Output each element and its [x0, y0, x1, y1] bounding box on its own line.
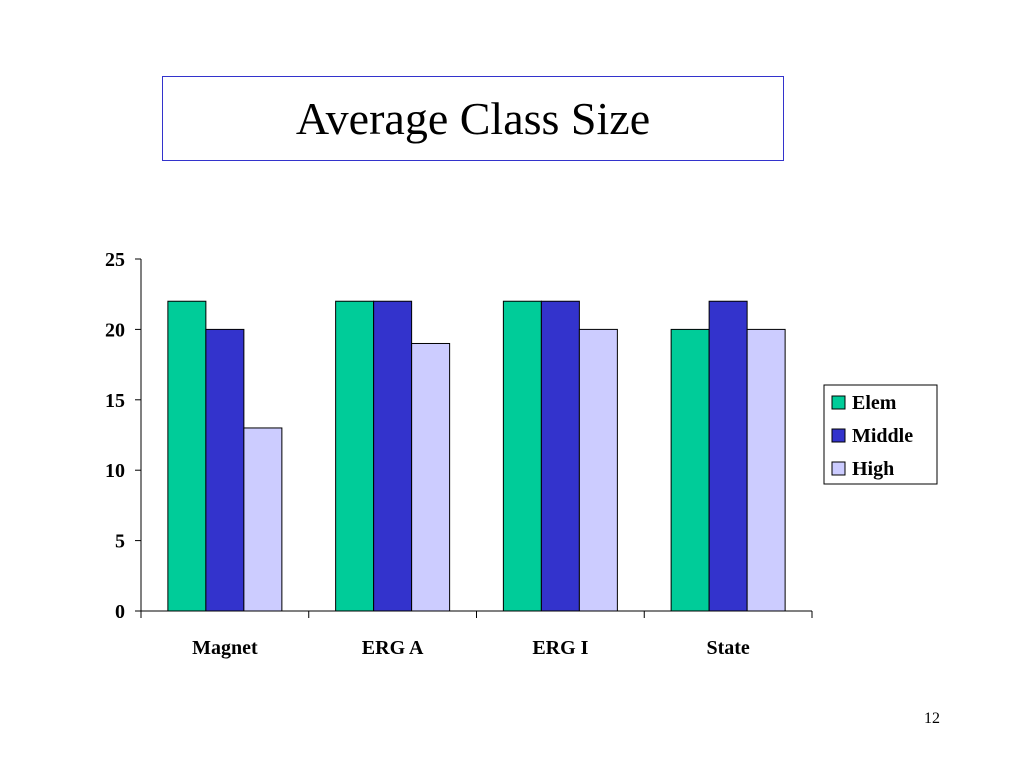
- slide-title: Average Class Size: [295, 92, 651, 144]
- bar-middle-erg-i: [540, 300, 580, 612]
- y-tick-label: 25: [105, 249, 125, 271]
- legend-label-elem: Elem: [852, 392, 897, 414]
- legend-swatch-middle: [831, 428, 846, 443]
- bar-middle-erg-a: [373, 300, 413, 612]
- bar-high-erg-a: [411, 342, 451, 612]
- legend-swatch-high: [831, 461, 846, 476]
- bar-high-magnet: [243, 427, 283, 612]
- y-tick-label: 0: [115, 601, 125, 623]
- bar-elem-erg-i: [502, 300, 542, 612]
- bar-high-erg-i: [578, 328, 618, 612]
- bar-elem-erg-a: [335, 300, 375, 612]
- x-category-label: Magnet: [192, 637, 258, 659]
- y-tick-label: 15: [105, 390, 125, 412]
- title-box: Average Class Size: [162, 76, 784, 161]
- x-category-label: ERG I: [532, 637, 588, 659]
- legend-swatch-elem: [831, 395, 846, 410]
- bar-high-state: [746, 328, 786, 612]
- bars: [167, 300, 786, 612]
- bar-elem-magnet: [167, 300, 207, 612]
- x-category-label: State: [706, 637, 749, 659]
- x-category-label: ERG A: [362, 637, 424, 659]
- y-tick-label: 5: [115, 531, 125, 553]
- bar-middle-magnet: [205, 328, 245, 612]
- x-axis: Magnet ERG A ERG I State: [140, 610, 813, 659]
- y-tick-label: 10: [105, 460, 125, 482]
- legend: Elem Middle High: [823, 384, 938, 485]
- page-number: 12: [924, 710, 940, 727]
- legend-label-high: High: [852, 458, 894, 480]
- bar-elem-state: [670, 328, 710, 612]
- y-axis: 0 5 10 15 20 25: [105, 249, 142, 623]
- bar-middle-state: [708, 300, 748, 612]
- legend-label-middle: Middle: [852, 425, 913, 447]
- y-tick-label: 20: [105, 319, 125, 341]
